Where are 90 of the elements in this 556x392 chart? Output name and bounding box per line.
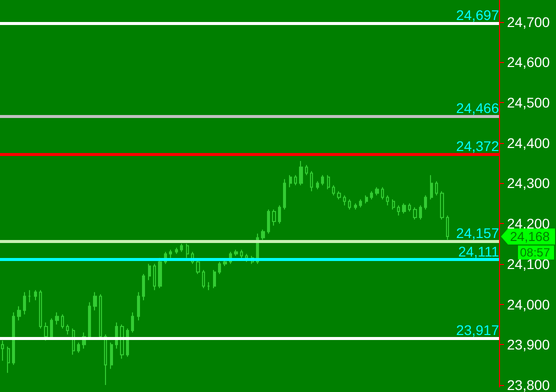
- candlestick: [93, 292, 97, 311]
- candlestick: [202, 269, 205, 289]
- candlestick: [397, 204, 400, 216]
- candlestick: [180, 243, 183, 252]
- ref-line-label: 24,111: [458, 243, 500, 260]
- ref-line-label: 24,372: [456, 138, 500, 154]
- candlestick: [337, 190, 341, 200]
- candlestick: [17, 306, 21, 321]
- candlestick: [392, 198, 395, 210]
- candlestick: [234, 249, 238, 256]
- candlestick: [66, 324, 69, 336]
- candlestick: [186, 243, 189, 258]
- y-tick-label: 24,000: [507, 296, 550, 312]
- candlestick: [77, 342, 80, 354]
- candlestick: [39, 290, 42, 329]
- candlestick: [23, 292, 26, 315]
- candlestick: [196, 259, 200, 275]
- candlestick: [44, 322, 48, 342]
- y-tick-label: 23,800: [507, 377, 550, 392]
- candlestick: [294, 174, 297, 186]
- y-tick-label: 23,900: [507, 336, 550, 353]
- candlestick: [120, 324, 124, 360]
- y-tick-label: 24,400: [507, 134, 550, 151]
- y-tick-label: 24,300: [507, 175, 550, 192]
- candlestick: [413, 206, 417, 220]
- candlestick: [175, 247, 178, 254]
- candlestick: [213, 269, 216, 289]
- candlestick: [424, 194, 427, 210]
- candlestick: [28, 290, 31, 303]
- candlestick: [104, 334, 107, 386]
- candlestick: [343, 194, 346, 206]
- ref-line-label: 24,466: [456, 100, 500, 116]
- candlestick: [88, 302, 91, 340]
- candlestick: [218, 261, 221, 275]
- candlestick: [316, 180, 319, 190]
- candlestick: [278, 204, 281, 224]
- candlestick: [55, 312, 59, 325]
- candlestick: [332, 184, 335, 196]
- candlestick: [207, 282, 210, 291]
- candlestick: [61, 314, 64, 329]
- candlestick: [153, 263, 156, 291]
- candlestick: [386, 194, 389, 206]
- candlestick: [283, 178, 286, 210]
- candlestick: [299, 160, 303, 186]
- candlestick: [261, 229, 265, 240]
- candlestick: [251, 255, 254, 264]
- ref-line-label: 23,917: [456, 322, 500, 338]
- candlestick: [223, 259, 227, 266]
- candlestick: [430, 174, 433, 200]
- candlestick: [310, 170, 313, 192]
- y-tick-label: 24,500: [507, 94, 550, 111]
- ref-line-label: 24,697: [456, 7, 500, 24]
- candlestick: [72, 328, 75, 356]
- candlestick: [402, 202, 406, 214]
- candlestick: [321, 174, 324, 186]
- y-tick-label: 24,600: [507, 54, 550, 70]
- candlestick: [272, 208, 276, 226]
- candlestick: [245, 253, 248, 262]
- y-tick-label: 24,700: [507, 14, 550, 30]
- candlestick: [440, 190, 444, 220]
- candlestick: [375, 186, 379, 196]
- candlestick: [148, 263, 151, 281]
- candlestick: [240, 249, 243, 260]
- candlestick: [354, 202, 357, 210]
- candlestick: [365, 194, 368, 204]
- candlestick: [50, 318, 53, 340]
- candlestick: [110, 342, 113, 370]
- candlestick: [1, 340, 4, 362]
- candlestick: [435, 180, 438, 196]
- candlestick: [7, 346, 10, 374]
- candlestick: [34, 290, 37, 301]
- candlestick: [131, 312, 134, 334]
- candlestick: [359, 198, 362, 208]
- candlestick: [137, 292, 140, 321]
- candlestick: [381, 186, 384, 200]
- candlestick: [289, 174, 292, 188]
- candlestick: [191, 251, 194, 264]
- candlestick: [419, 204, 422, 220]
- candlestick: [142, 274, 145, 301]
- candlestick: [169, 249, 172, 258]
- candlestick: [305, 164, 308, 176]
- candlestick: [408, 202, 411, 212]
- candlestick: [446, 215, 449, 240]
- candlestick: [348, 198, 351, 210]
- ref-line-label: 24,157: [456, 224, 500, 241]
- candlestick: [267, 208, 270, 234]
- candlestick: [327, 174, 330, 190]
- candlestick: [12, 312, 15, 366]
- candlestick: [370, 190, 373, 200]
- candlestick: [99, 294, 102, 340]
